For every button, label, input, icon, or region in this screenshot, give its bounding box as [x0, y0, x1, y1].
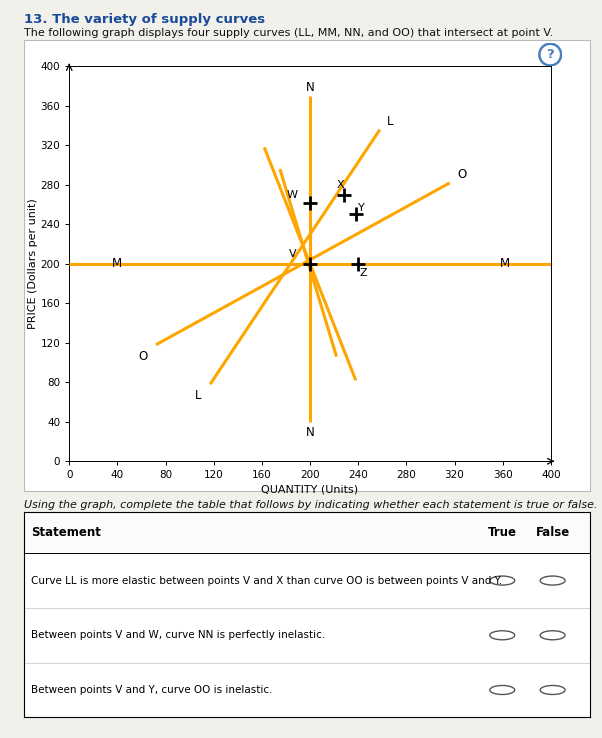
Text: O: O: [457, 168, 466, 181]
Text: N: N: [306, 81, 314, 94]
Text: Z: Z: [359, 268, 367, 277]
Text: 13. The variety of supply curves: 13. The variety of supply curves: [24, 13, 265, 26]
Text: Curve LL is more elastic between points V and X than curve OO is between points : Curve LL is more elastic between points …: [31, 576, 502, 585]
Y-axis label: PRICE (Dollars per unit): PRICE (Dollars per unit): [28, 199, 38, 329]
Text: False: False: [536, 526, 569, 539]
Text: Statement: Statement: [31, 526, 101, 539]
Text: X: X: [337, 180, 344, 190]
Text: L: L: [195, 389, 202, 402]
Text: ?: ?: [547, 48, 554, 61]
Text: Y: Y: [358, 202, 365, 213]
X-axis label: QUANTITY (Units): QUANTITY (Units): [261, 484, 359, 494]
Text: Using the graph, complete the table that follows by indicating whether each stat: Using the graph, complete the table that…: [24, 500, 598, 510]
Text: N: N: [306, 426, 314, 438]
Text: M: M: [500, 258, 510, 270]
Text: True: True: [488, 526, 517, 539]
Text: Between points V and Y, curve OO is inelastic.: Between points V and Y, curve OO is inel…: [31, 685, 272, 695]
Bar: [24, 512, 590, 554]
Text: The following graph displays four supply curves (LL, MM, NN, and OO) that inters: The following graph displays four supply…: [24, 28, 553, 38]
Text: W: W: [287, 190, 297, 200]
Text: V: V: [290, 249, 297, 259]
Text: L: L: [387, 114, 394, 128]
Text: M: M: [113, 258, 122, 270]
Text: O: O: [138, 350, 147, 362]
Text: Between points V and W, curve NN is perfectly inelastic.: Between points V and W, curve NN is perf…: [31, 630, 325, 641]
